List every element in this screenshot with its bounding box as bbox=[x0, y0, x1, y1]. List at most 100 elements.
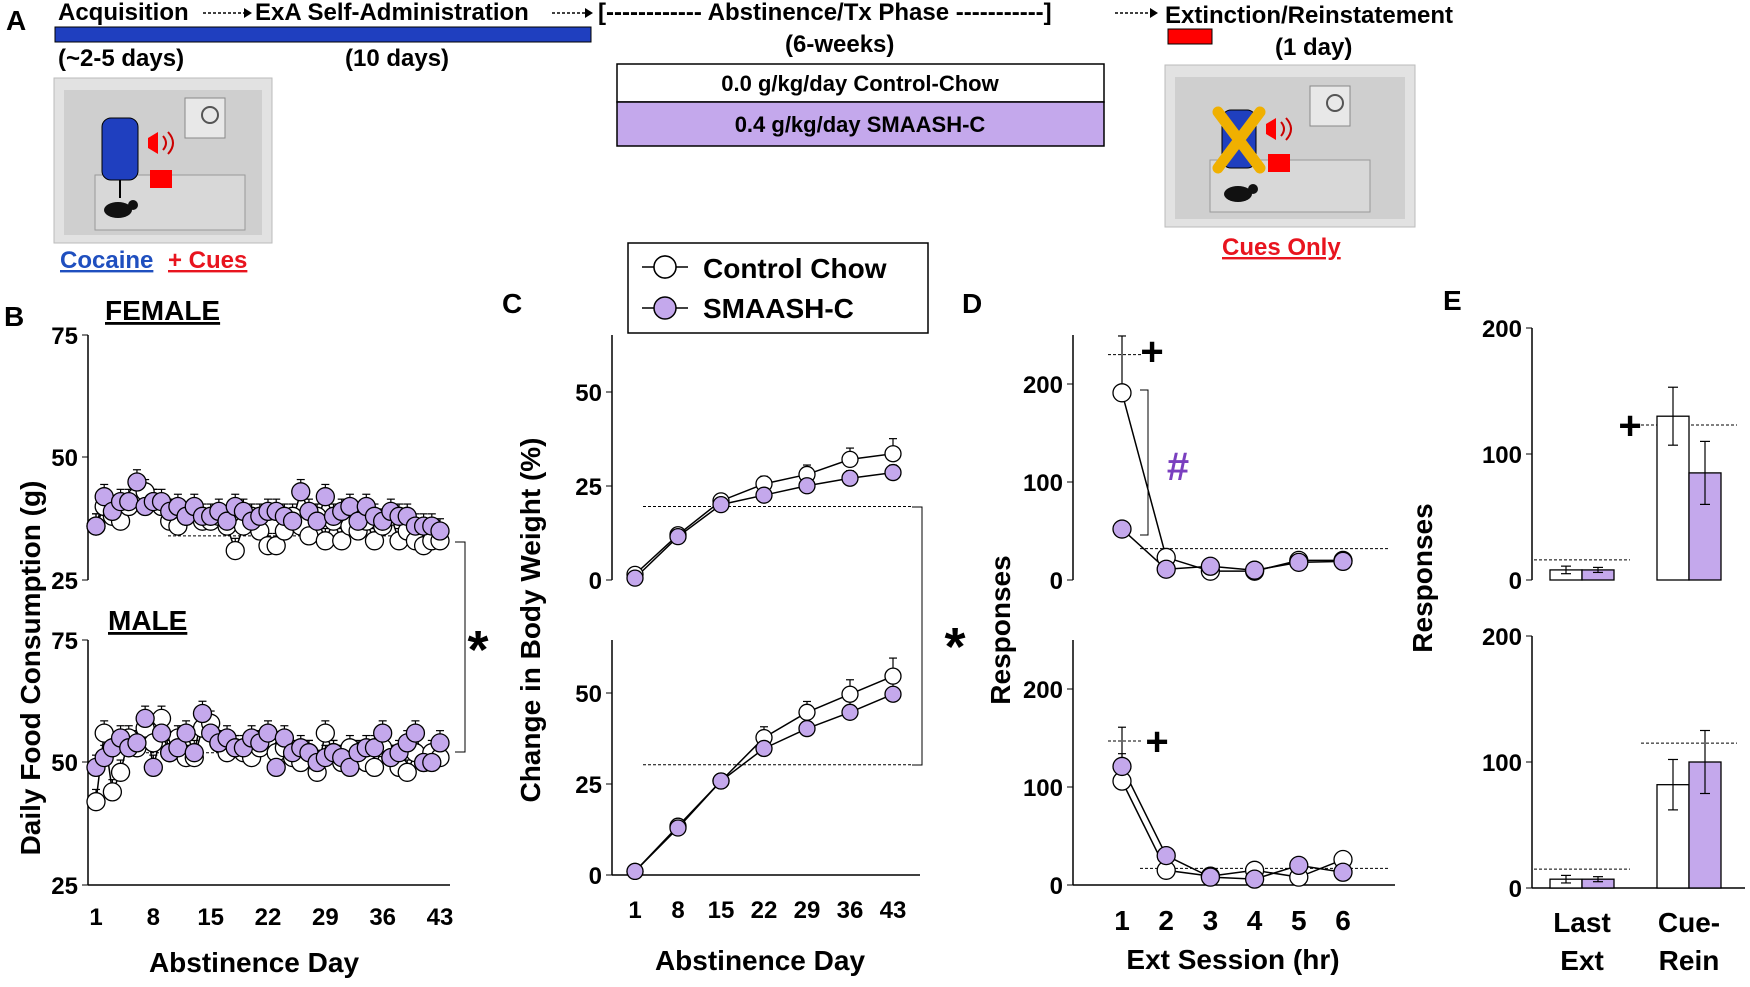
series-line-control bbox=[1121, 392, 1343, 572]
ytick-label: 50 bbox=[51, 750, 78, 777]
xtick-label: 15 bbox=[197, 904, 224, 931]
category-label-last-ext: Last bbox=[1553, 907, 1611, 938]
data-point-smaash bbox=[151, 723, 172, 743]
xtick-label: 2 bbox=[1158, 905, 1174, 936]
ytick-label: 0 bbox=[1509, 876, 1522, 903]
plus-marker-d-top: + bbox=[1140, 330, 1163, 374]
arrow-3-head bbox=[1150, 8, 1158, 18]
data-point-smaash bbox=[1333, 862, 1353, 882]
data-point-smaash bbox=[755, 739, 773, 758]
ytick-label: 25 bbox=[575, 772, 602, 799]
timeline-abstinence: [------------ Abstinence/Tx Phase ------… bbox=[598, 0, 1052, 26]
data-point-smaash bbox=[127, 472, 147, 492]
legend: Control Chow SMAASH-C bbox=[627, 242, 929, 334]
category-label-last-ext-line2: Ext bbox=[1560, 945, 1604, 976]
xtick-label: 1 bbox=[89, 904, 102, 931]
abs-weeks: (6-weeks) bbox=[785, 31, 894, 58]
series-line-smaash bbox=[634, 693, 894, 872]
legend-marker-smaash bbox=[653, 296, 677, 320]
ytick-label: 0 bbox=[1050, 568, 1063, 595]
ytick-label: 50 bbox=[51, 445, 78, 472]
panel-d-xlabel: Ext Session (hr) bbox=[1126, 944, 1339, 975]
hash-bracket bbox=[1140, 389, 1149, 536]
ytick-label: 200 bbox=[1482, 316, 1522, 343]
panel-c-xlabel: Abstinence Day bbox=[655, 945, 865, 976]
data-point-smaash bbox=[176, 723, 196, 743]
ytick-label: 200 bbox=[1482, 624, 1522, 651]
ext-days: (1 day) bbox=[1275, 34, 1352, 61]
data-point-control bbox=[266, 536, 286, 556]
data-point-smaash bbox=[86, 516, 106, 536]
data-point-smaash bbox=[184, 743, 204, 763]
data-point-smaash bbox=[626, 569, 644, 587]
panel-b: B FEMALE MALE Daily Food Consumption (g)… bbox=[4, 295, 489, 978]
data-point-control bbox=[884, 667, 902, 685]
timeline-extinction: Extinction/Reinstatement bbox=[1165, 2, 1453, 29]
data-point-smaash bbox=[430, 521, 450, 541]
panel-a: A Acquisition ExA Self-Administration [-… bbox=[6, 0, 1453, 274]
data-point-smaash bbox=[364, 738, 385, 758]
data-point-control bbox=[841, 450, 859, 469]
data-point-smaash bbox=[712, 772, 730, 790]
data-point-smaash bbox=[1289, 552, 1309, 573]
data-point-smaash bbox=[884, 463, 902, 482]
data-point-smaash bbox=[841, 703, 859, 721]
plus-marker-d-bottom: + bbox=[1145, 720, 1168, 764]
ytick-label: 25 bbox=[51, 568, 78, 595]
data-point-smaash bbox=[217, 511, 237, 531]
ytick-label: 0 bbox=[589, 863, 602, 890]
data-point-smaash bbox=[315, 487, 335, 507]
category-label-cue-rein-line2: Rein bbox=[1659, 945, 1720, 976]
ytick-label: 0 bbox=[1050, 873, 1063, 900]
panel-a-label: A bbox=[6, 5, 26, 36]
ytick-label: 50 bbox=[575, 380, 602, 407]
data-point-control bbox=[841, 685, 859, 703]
data-point-smaash bbox=[798, 477, 816, 495]
data-point-smaash bbox=[274, 728, 295, 748]
timeline-selfadmin: ExA Self-Administration bbox=[255, 0, 529, 26]
xtick-label: 8 bbox=[671, 897, 684, 924]
ytick-label: 200 bbox=[1023, 677, 1063, 704]
xtick-label: 4 bbox=[1247, 905, 1263, 936]
data-point-smaash bbox=[626, 862, 644, 881]
ytick-label: 100 bbox=[1482, 750, 1522, 777]
series-line-smaash bbox=[1121, 766, 1344, 880]
panel-b-xlabel: Abstinence Day bbox=[149, 947, 359, 978]
data-point-smaash bbox=[755, 486, 773, 504]
data-point-smaash bbox=[1244, 869, 1265, 889]
cue-light-icon-2 bbox=[1268, 154, 1290, 172]
panel-d: D Responses Ext Session (hr) 200 100 0 +… bbox=[962, 288, 1395, 975]
diet-box-smaash-label: 0.4 g/kg/day SMAASH-C bbox=[735, 112, 986, 137]
male-title: MALE bbox=[108, 605, 187, 636]
ytick-label: 50 bbox=[575, 681, 602, 708]
cue-light-icon bbox=[150, 170, 172, 188]
legend-label-smaash: SMAASH-C bbox=[703, 293, 854, 324]
data-point-smaash bbox=[1200, 867, 1221, 887]
panel-d-top-plot: 200 100 0 + # bbox=[1023, 330, 1390, 595]
significance-bracket-b bbox=[455, 541, 466, 753]
hash-marker: # bbox=[1167, 445, 1189, 489]
sa-days: (10 days) bbox=[345, 45, 449, 72]
panel-e-label: E bbox=[1443, 285, 1462, 316]
xtick-label: 6 bbox=[1335, 905, 1351, 936]
data-point-smaash bbox=[143, 757, 163, 778]
xtick-label: 1 bbox=[1114, 905, 1130, 936]
xtick-label: 43 bbox=[880, 897, 907, 924]
caption-cues-only: Cues Only bbox=[1222, 234, 1341, 261]
xtick-label: 29 bbox=[794, 897, 821, 924]
xtick-label: 36 bbox=[369, 904, 396, 931]
selfadmin-bar bbox=[54, 26, 592, 43]
data-point-smaash bbox=[1156, 845, 1176, 866]
data-point-smaash bbox=[1333, 551, 1353, 572]
data-point-control bbox=[315, 723, 335, 743]
diet-box-control-label: 0.0 g/kg/day Control-Chow bbox=[721, 71, 999, 96]
data-point-control bbox=[884, 445, 902, 463]
ytick-label: 25 bbox=[51, 873, 78, 900]
caption-cues: + Cues bbox=[168, 247, 247, 274]
diet-box-control bbox=[616, 63, 1105, 103]
data-point-control bbox=[798, 703, 816, 721]
data-point-control bbox=[86, 792, 106, 812]
series-line-control bbox=[1121, 780, 1344, 878]
arrow-1-head bbox=[244, 8, 252, 18]
